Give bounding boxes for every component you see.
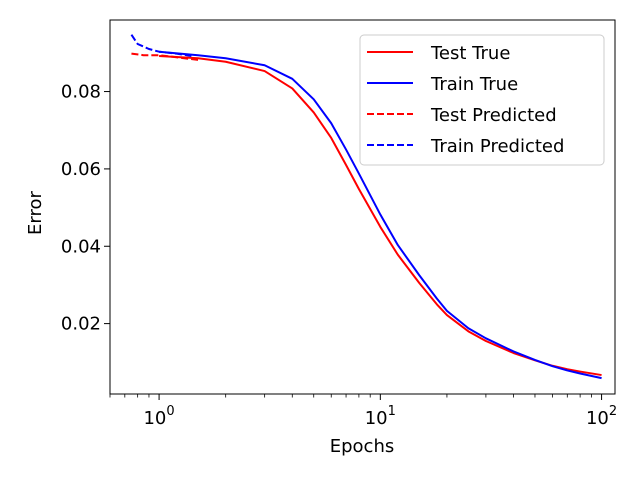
x-axis-ticks: 100 101 102 bbox=[109, 394, 617, 429]
series-line-1 bbox=[158, 50, 602, 380]
series-line-2 bbox=[131, 52, 199, 61]
series-line-3 bbox=[130, 34, 192, 57]
x-tick-label: 101 bbox=[365, 404, 396, 429]
legend: Test True Train True Test Predicted Train P… bbox=[359, 34, 605, 166]
x-tick-label: 100 bbox=[143, 404, 174, 429]
x-tick-label: 102 bbox=[586, 404, 617, 429]
legend-label: Test Predicted bbox=[430, 105, 557, 126]
y-tick-label: 0.02 bbox=[61, 314, 101, 335]
y-axis-title: Error bbox=[25, 190, 46, 234]
plot-area-frame bbox=[109, 19, 616, 395]
legend-label: Train Predicted bbox=[430, 136, 564, 157]
series-layer bbox=[130, 34, 602, 380]
x-axis-title: Epochs bbox=[330, 436, 395, 457]
y-tick-label: 0.04 bbox=[61, 236, 101, 257]
legend-box bbox=[359, 34, 605, 166]
y-tick-label: 0.08 bbox=[61, 82, 101, 103]
y-tick-label: 0.06 bbox=[61, 159, 101, 180]
y-axis-ticks: 0.02 0.04 0.06 0.08 bbox=[61, 82, 110, 335]
legend-label: Train True bbox=[430, 74, 518, 95]
legend-label: Test True bbox=[430, 43, 510, 64]
